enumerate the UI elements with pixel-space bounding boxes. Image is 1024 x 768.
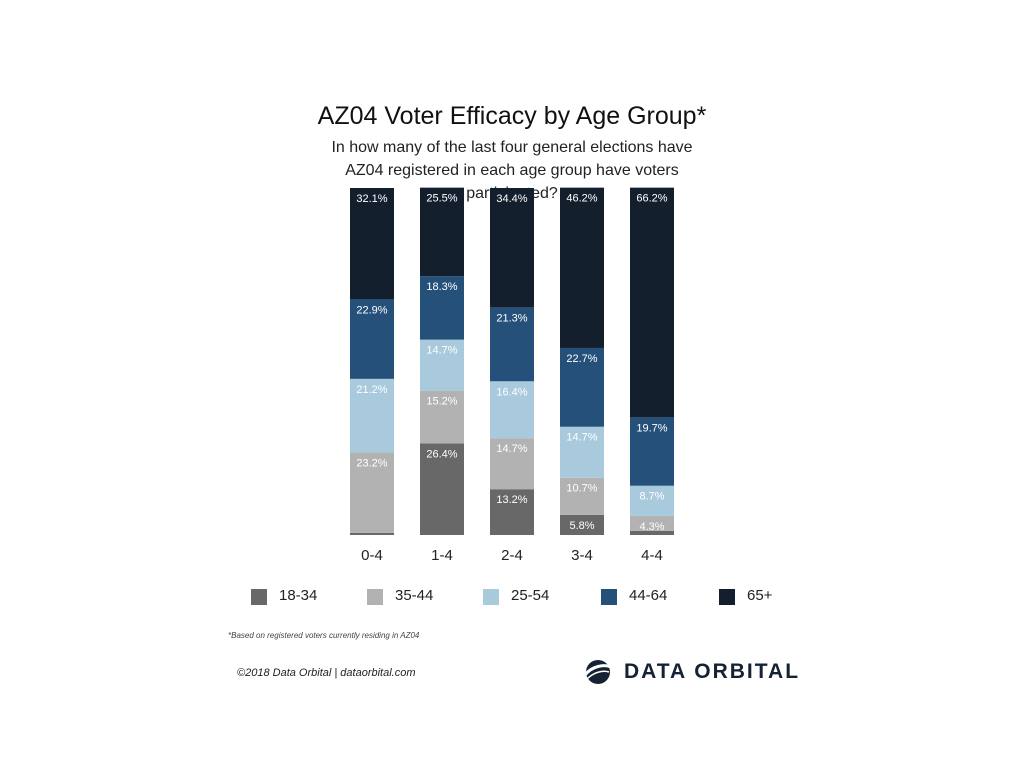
legend-swatch <box>251 589 267 605</box>
x-tick-label: 0-4 <box>361 547 383 564</box>
copyright-link[interactable]: ©2018 Data Orbital | dataorbital.com <box>237 667 416 679</box>
data-label: 18.3% <box>426 281 457 293</box>
bar-segment <box>420 443 464 535</box>
data-label: 0.6% <box>359 538 384 550</box>
legend-label: 35-44 <box>395 587 434 604</box>
bar-segment <box>560 347 604 427</box>
stacked-bar-chart: 0.6% 23.2% 21.2% 22.9% 32.1% 0-4 26.4% 15.2% 14.… <box>350 187 674 564</box>
brand-logo: DATA ORBITAL <box>584 656 804 690</box>
data-label: 22.7% <box>566 353 597 365</box>
x-tick-label: 4-4 <box>641 547 663 564</box>
data-label: 23.2% <box>356 457 387 469</box>
bar-segment <box>630 187 674 418</box>
legend-swatch <box>367 589 383 605</box>
legend-swatch <box>601 589 617 605</box>
data-label: 19.7% <box>636 422 667 434</box>
bar-segment <box>560 514 604 535</box>
data-label: 13.2% <box>496 494 527 506</box>
bar-segment <box>630 530 674 535</box>
data-label: 14.7% <box>426 345 457 357</box>
x-tick-label: 1-4 <box>431 547 453 564</box>
bar-segment <box>630 515 674 531</box>
data-label: 46.2% <box>566 193 597 205</box>
data-label: 22.9% <box>356 304 387 316</box>
legend-swatch <box>483 589 499 605</box>
bar-segment <box>560 187 604 348</box>
data-label: 1.2% <box>639 536 664 548</box>
bar-segment <box>560 426 604 478</box>
legend-label: 25-54 <box>511 587 550 604</box>
bar-segment <box>630 417 674 486</box>
data-label: 16.4% <box>496 386 527 398</box>
bar-segment <box>420 187 464 277</box>
bar-segment <box>420 390 464 444</box>
data-label: 26.4% <box>426 448 457 460</box>
data-label: 34.4% <box>496 193 527 205</box>
data-label: 4.3% <box>639 521 664 533</box>
bar-segment <box>350 532 394 535</box>
bar-segment <box>560 477 604 515</box>
footnote: *Based on registered voters currently re… <box>228 631 420 640</box>
bar-segment <box>490 381 534 439</box>
data-label: 10.7% <box>566 483 597 495</box>
legend-swatch <box>719 589 735 605</box>
bar-segment <box>350 378 394 453</box>
legend-label: 65+ <box>747 587 773 604</box>
data-label: 5.8% <box>569 520 594 532</box>
data-label: 8.7% <box>639 491 664 503</box>
bar-segment <box>350 188 394 300</box>
bar-segment <box>490 188 534 308</box>
x-tick-label: 3-4 <box>571 547 593 564</box>
bar-segment <box>420 339 464 391</box>
bar-segment <box>630 485 674 516</box>
data-label: 21.2% <box>356 384 387 396</box>
brand-name: DATA ORBITAL <box>624 660 801 683</box>
chart-title: AZ04 Voter Efficacy by Age Group* <box>317 102 707 130</box>
legend-label: 18-34 <box>279 587 318 604</box>
data-label: 66.2% <box>636 193 667 205</box>
data-label: 14.7% <box>566 432 597 444</box>
bar-segment <box>490 307 534 382</box>
data-label: 15.2% <box>426 396 457 408</box>
bar-segment <box>490 489 534 535</box>
data-label: 25.5% <box>426 193 457 205</box>
chart-subtitle: In how many of the last four general ele… <box>331 139 693 202</box>
bar-segment <box>350 452 394 533</box>
bar-segment <box>420 276 464 340</box>
legend-label: 44-64 <box>629 587 668 604</box>
orbital-logo-icon <box>584 660 612 684</box>
bar-segment <box>350 299 394 379</box>
bar-segment <box>490 438 534 490</box>
data-label: 21.3% <box>496 312 527 324</box>
x-tick-label: 2-4 <box>501 547 523 564</box>
data-label: 14.7% <box>496 443 527 455</box>
data-label: 32.1% <box>356 193 387 205</box>
